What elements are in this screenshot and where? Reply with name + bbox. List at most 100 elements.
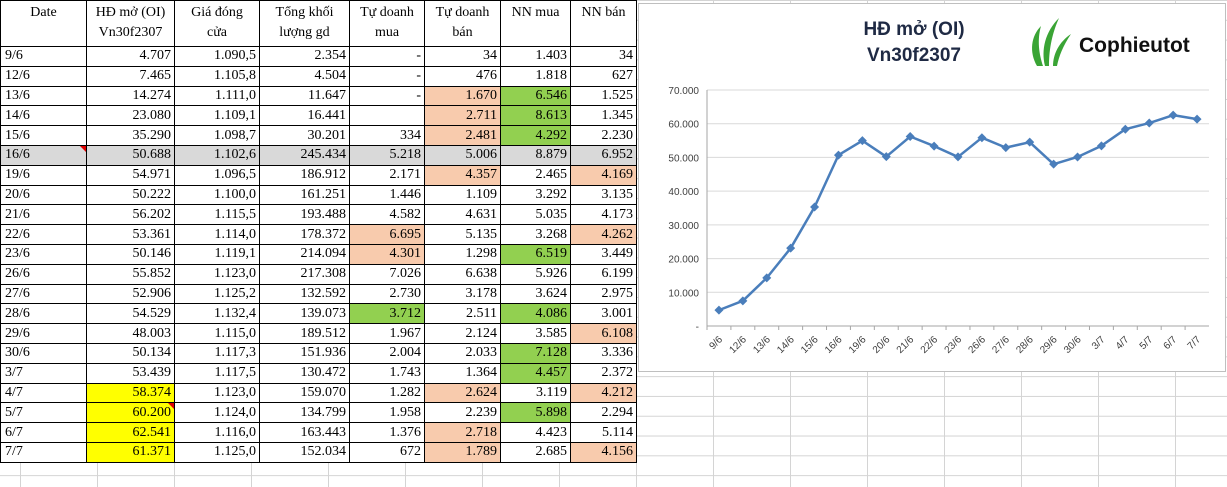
cell-nn-ban[interactable]: 4.156 [570, 441, 637, 463]
cell-td-ban[interactable]: 1.298 [424, 243, 501, 265]
cell-nn-ban[interactable]: 3.135 [570, 184, 637, 206]
cell-nn-ban[interactable]: 2.975 [570, 283, 637, 305]
cell-td-mua[interactable] [349, 105, 425, 127]
cell-nn-mua[interactable]: 6.519 [500, 243, 571, 265]
cell-nn-mua[interactable]: 2.465 [500, 164, 571, 186]
cell-gia[interactable]: 1.098,7 [174, 125, 260, 146]
cell-nn-mua[interactable]: 5.035 [500, 204, 571, 226]
cell-nn-ban[interactable]: 1.525 [570, 85, 637, 107]
cell-nn-mua[interactable]: 4.086 [500, 303, 571, 325]
cell-klgd[interactable]: 11.647 [259, 85, 350, 107]
cell-oi[interactable]: 50.222 [86, 184, 175, 206]
cell-td-ban[interactable]: 2.481 [424, 125, 501, 146]
cell-td-ban[interactable]: 4.357 [424, 164, 501, 186]
cell-klgd[interactable]: 134.799 [259, 402, 350, 424]
cell-td-mua[interactable]: 1.967 [349, 323, 425, 344]
cell-oi[interactable]: 50.688 [86, 144, 175, 166]
cell-nn-ban[interactable]: 34 [570, 46, 637, 67]
cell-date[interactable]: 6/7 [0, 422, 87, 443]
cell-nn-mua[interactable]: 4.423 [500, 422, 571, 443]
cell-nn-mua[interactable]: 7.128 [500, 342, 571, 364]
cell-klgd[interactable]: 4.504 [259, 65, 350, 87]
cell-td-ban[interactable]: 2.711 [424, 105, 501, 127]
cell-nn-mua[interactable]: 3.585 [500, 323, 571, 344]
cell-date[interactable]: 16/6 [0, 144, 87, 166]
cell-gia[interactable]: 1.115,0 [174, 323, 260, 344]
cell-nn-ban[interactable]: 4.173 [570, 204, 637, 226]
cell-gia[interactable]: 1.123,0 [174, 382, 260, 404]
cell-nn-ban[interactable]: 2.372 [570, 362, 637, 384]
cell-td-mua[interactable]: - [349, 85, 425, 107]
cell-nn-ban[interactable]: 1.345 [570, 105, 637, 127]
cell-td-ban[interactable]: 1.364 [424, 362, 501, 384]
cell-td-ban[interactable]: 1.789 [424, 441, 501, 463]
cell-nn-ban[interactable]: 3.449 [570, 243, 637, 265]
cell-date[interactable]: 21/6 [0, 204, 87, 226]
cell-gia[interactable]: 1.114,0 [174, 224, 260, 245]
cell-oi[interactable]: 4.707 [86, 46, 175, 67]
cell-klgd[interactable]: 178.372 [259, 224, 350, 245]
cell-td-mua[interactable]: 2.730 [349, 283, 425, 305]
cell-td-mua[interactable]: 1.376 [349, 422, 425, 443]
cell-date[interactable]: 4/7 [0, 382, 87, 404]
cell-oi[interactable]: 62.541 [86, 422, 175, 443]
cell-klgd[interactable]: 151.936 [259, 342, 350, 364]
cell-td-mua[interactable]: 2.004 [349, 342, 425, 364]
cell-td-ban[interactable]: 34 [424, 46, 501, 67]
cell-td-ban[interactable]: 1.670 [424, 85, 501, 107]
cell-oi[interactable]: 61.371 [86, 441, 175, 463]
cell-klgd[interactable]: 159.070 [259, 382, 350, 404]
cell-td-ban[interactable]: 2.124 [424, 323, 501, 344]
cell-nn-mua[interactable]: 3.119 [500, 382, 571, 404]
cell-nn-mua[interactable]: 3.268 [500, 224, 571, 245]
cell-nn-ban[interactable]: 5.114 [570, 422, 637, 443]
cell-date[interactable]: 22/6 [0, 224, 87, 245]
cell-nn-ban[interactable]: 6.952 [570, 144, 637, 166]
cell-gia[interactable]: 1.119,1 [174, 243, 260, 265]
cell-oi[interactable]: 55.852 [86, 263, 175, 285]
cell-td-mua[interactable]: 1.743 [349, 362, 425, 384]
cell-klgd[interactable]: 217.308 [259, 263, 350, 285]
cell-oi[interactable]: 7.465 [86, 65, 175, 87]
cell-oi[interactable]: 50.146 [86, 243, 175, 265]
cell-nn-ban[interactable]: 4.262 [570, 224, 637, 245]
cell-td-ban[interactable]: 4.631 [424, 204, 501, 226]
cell-date[interactable]: 15/6 [0, 125, 87, 146]
cell-nn-mua[interactable]: 3.292 [500, 184, 571, 206]
cell-klgd[interactable]: 30.201 [259, 125, 350, 146]
cell-nn-ban[interactable]: 4.169 [570, 164, 637, 186]
cell-date[interactable]: 27/6 [0, 283, 87, 305]
cell-nn-ban[interactable]: 6.199 [570, 263, 637, 285]
cell-date[interactable]: 12/6 [0, 65, 87, 87]
cell-td-mua[interactable]: 1.446 [349, 184, 425, 206]
cell-date[interactable]: 14/6 [0, 105, 87, 127]
cell-klgd[interactable]: 16.441 [259, 105, 350, 127]
cell-klgd[interactable]: 152.034 [259, 441, 350, 463]
cell-td-mua[interactable]: 2.171 [349, 164, 425, 186]
cell-gia[interactable]: 1.116,0 [174, 422, 260, 443]
cell-td-mua[interactable]: 4.582 [349, 204, 425, 226]
cell-date[interactable]: 7/7 [0, 441, 87, 463]
cell-klgd[interactable]: 132.592 [259, 283, 350, 305]
cell-td-ban[interactable]: 5.135 [424, 224, 501, 245]
cell-oi[interactable]: 53.361 [86, 224, 175, 245]
cell-date[interactable]: 26/6 [0, 263, 87, 285]
cell-nn-mua[interactable]: 5.898 [500, 402, 571, 424]
cell-date[interactable]: 9/6 [0, 46, 87, 67]
cell-oi[interactable]: 35.290 [86, 125, 175, 146]
cell-td-mua[interactable]: 5.218 [349, 144, 425, 166]
cell-klgd[interactable]: 139.073 [259, 303, 350, 325]
cell-date[interactable]: 23/6 [0, 243, 87, 265]
cell-gia[interactable]: 1.124,0 [174, 402, 260, 424]
cell-date[interactable]: 5/7 [0, 402, 87, 424]
cell-td-ban[interactable]: 3.178 [424, 283, 501, 305]
cell-nn-mua[interactable]: 4.457 [500, 362, 571, 384]
cell-td-mua[interactable]: 334 [349, 125, 425, 146]
cell-gia[interactable]: 1.096,5 [174, 164, 260, 186]
cell-td-mua[interactable]: 4.301 [349, 243, 425, 265]
cell-gia[interactable]: 1.105,8 [174, 65, 260, 87]
cell-klgd[interactable]: 186.912 [259, 164, 350, 186]
cell-klgd[interactable]: 163.443 [259, 422, 350, 443]
cell-date[interactable]: 3/7 [0, 362, 87, 384]
cell-oi[interactable]: 54.971 [86, 164, 175, 186]
